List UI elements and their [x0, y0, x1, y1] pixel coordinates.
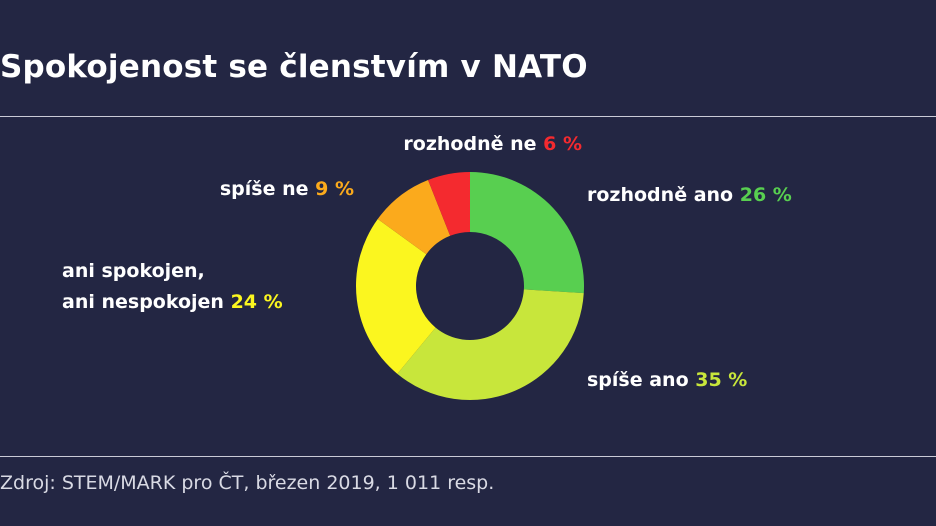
- donut-slice-0: [470, 172, 584, 294]
- slice-labels: rozhodně ano 26 % spíše ano 35 % ani spoko…: [62, 133, 792, 391]
- donut-slice-1: [397, 289, 584, 400]
- source-note: Zdroj: STEM/MARK pro ČT, březen 2019, 1 …: [0, 472, 495, 494]
- slice-label-text: spíše ne: [220, 178, 315, 200]
- bottom-divider: [0, 456, 936, 457]
- slice-label-4: rozhodně ne 6 %: [403, 133, 582, 155]
- donut-slice-4: [428, 172, 470, 236]
- top-divider: [0, 116, 936, 117]
- donut-slice-3: [377, 180, 451, 255]
- slice-value-label: 35 %: [695, 369, 747, 391]
- slice-label-3: spíše ne 9 %: [220, 178, 354, 200]
- slice-value-label: 24 %: [231, 291, 283, 313]
- slice-label-text: rozhodně ne: [403, 133, 543, 155]
- slice-label-text: rozhodně ano: [587, 184, 740, 206]
- slice-label-text: spíše ano: [587, 369, 695, 391]
- slice-label-0: rozhodně ano 26 %: [587, 184, 792, 206]
- slice-label-text: ani spokojen,: [62, 260, 205, 282]
- donut-slice-2: [356, 218, 436, 374]
- donut-slices: [356, 172, 584, 400]
- slice-value-label: 6 %: [543, 133, 582, 155]
- chart-title: Spokojenost se členstvím v NATO: [0, 49, 588, 85]
- slice-label-1: spíše ano 35 %: [587, 369, 747, 391]
- slice-value-label: 9 %: [315, 178, 354, 200]
- slice-label-2: ani spokojen, ani nespokojen 24 %: [62, 260, 283, 313]
- slice-value-label: 26 %: [740, 184, 792, 206]
- slice-label-text: ani nespokojen: [62, 291, 231, 313]
